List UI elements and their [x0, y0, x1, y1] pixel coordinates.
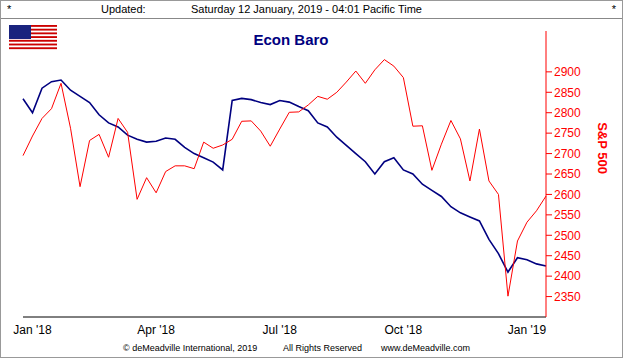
svg-text:2400: 2400 [554, 269, 581, 283]
html-text:All Rights Reserved: All Rights Reserved [283, 343, 362, 353]
svg-text:2600: 2600 [554, 188, 581, 202]
svg-text:Jan '19: Jan '19 [508, 323, 547, 337]
svg-text:Apr '18: Apr '18 [137, 323, 175, 337]
svg-text:Jan '18: Jan '18 [13, 323, 52, 337]
svg-text:2900: 2900 [554, 65, 581, 79]
html-text:www.deMeadville.com: www.deMeadville.com [381, 343, 470, 353]
svg-text:2500: 2500 [554, 229, 581, 243]
svg-text:Jul '18: Jul '18 [263, 323, 298, 337]
svg-text:2450: 2450 [554, 249, 581, 263]
svg-text:S&P 500: S&P 500 [595, 122, 610, 174]
html-text:Econ Baro: Econ Baro [253, 31, 329, 48]
svg-text:2700: 2700 [554, 147, 581, 161]
svg-text:Oct '18: Oct '18 [385, 323, 423, 337]
svg-text:2750: 2750 [554, 126, 581, 140]
html-text:Saturday 12 January, 2019 - 04: Saturday 12 January, 2019 - 04:01 Pacifi… [191, 3, 422, 15]
svg-text:2350: 2350 [554, 290, 581, 304]
svg-text:2800: 2800 [554, 106, 581, 120]
svg-text:2550: 2550 [554, 208, 581, 222]
svg-text:2650: 2650 [554, 167, 581, 181]
html-text:Updated:: Updated: [101, 3, 146, 15]
svg-text:2850: 2850 [554, 86, 581, 100]
html-text:© deMeadville International, 2: © deMeadville International, 2019 [123, 343, 258, 353]
